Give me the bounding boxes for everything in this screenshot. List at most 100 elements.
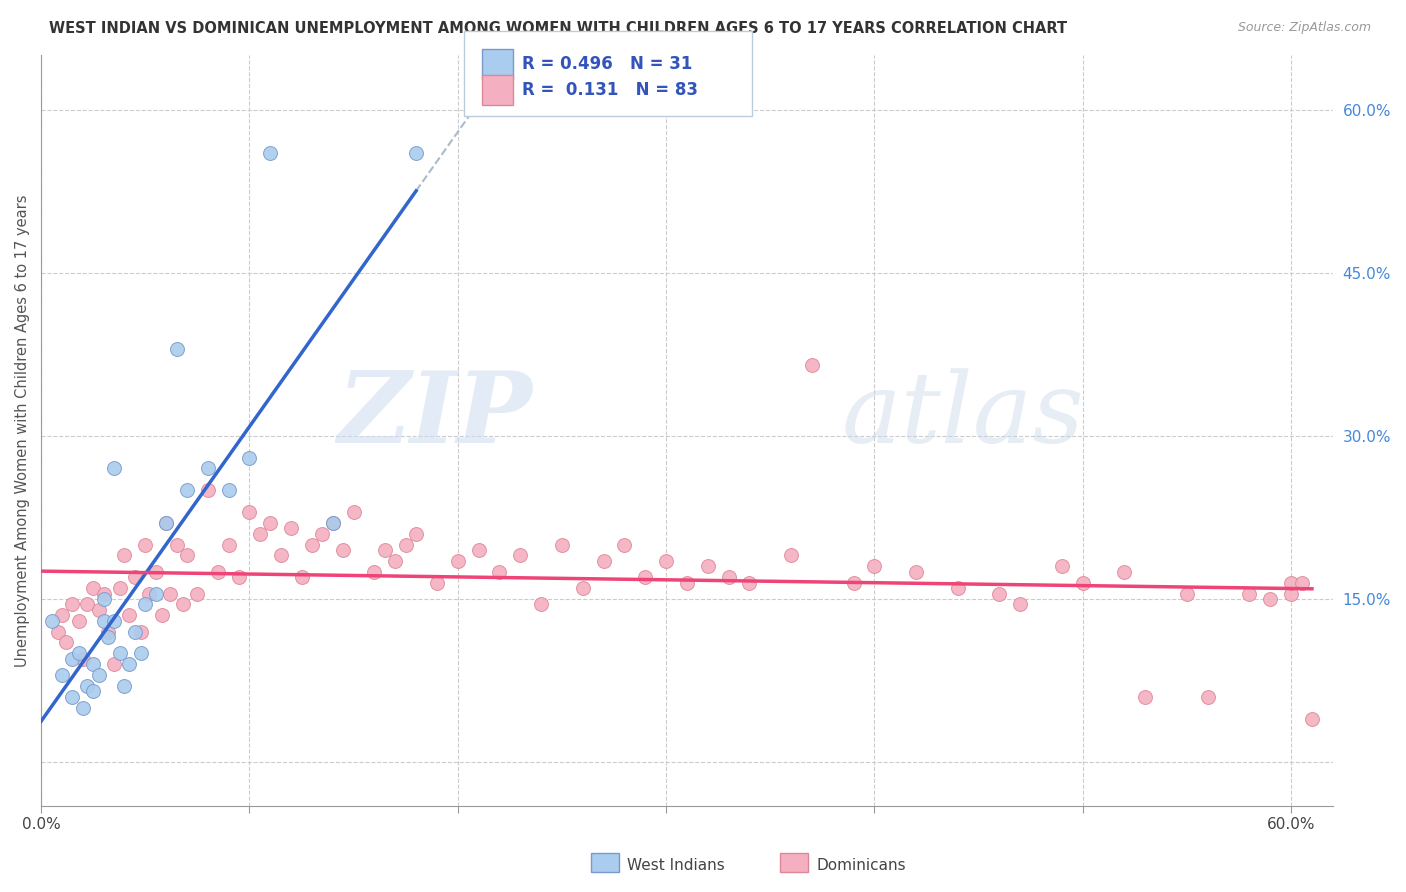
Point (103, 657, 125, 672)
Point (186, 586, 208, 600)
Text: West Indians: West Indians (627, 858, 725, 872)
Point (780, 549, 803, 563)
Point (110, 581, 132, 595)
Point (82, 581, 104, 595)
Point (800, 358, 823, 372)
Point (270, 549, 292, 563)
Text: atlas: atlas (842, 368, 1084, 463)
Point (1258, 591, 1281, 606)
Point (1279, 586, 1302, 600)
Point (93, 586, 115, 600)
Point (82, 657, 104, 672)
Point (89, 668, 111, 682)
Point (259, 516, 281, 530)
Point (571, 581, 593, 595)
Point (114, 679, 136, 693)
Point (509, 549, 531, 563)
Point (76, 598, 98, 612)
Point (197, 483, 219, 498)
Point (290, 570, 312, 584)
Point (738, 575, 761, 590)
Point (97, 624, 120, 639)
Point (93, 591, 115, 606)
Point (172, 598, 194, 612)
Point (1050, 559, 1073, 574)
Point (426, 575, 449, 590)
Point (322, 516, 344, 530)
Point (613, 538, 636, 552)
Point (905, 565, 928, 579)
Point (159, 586, 181, 600)
Point (530, 598, 553, 612)
Point (238, 450, 260, 465)
Point (1279, 575, 1302, 590)
Point (129, 646, 152, 660)
Point (1010, 598, 1032, 612)
Point (145, 586, 167, 600)
Point (134, 598, 156, 612)
Text: Dominicans: Dominicans (817, 858, 907, 872)
Point (218, 538, 240, 552)
Point (41, 614, 63, 628)
Point (97, 630, 120, 644)
Point (343, 505, 366, 519)
Point (82, 684, 104, 698)
Point (176, 483, 198, 498)
Point (145, 565, 167, 579)
Point (93, 614, 115, 628)
Point (1301, 712, 1323, 726)
Point (129, 624, 152, 639)
Point (384, 554, 406, 568)
Point (332, 543, 354, 558)
Point (301, 538, 323, 552)
Point (1071, 575, 1094, 590)
Point (51, 668, 73, 682)
Point (60, 652, 83, 666)
Point (67, 614, 90, 628)
Point (405, 146, 427, 161)
Point (114, 549, 136, 563)
Point (124, 570, 146, 584)
Point (717, 570, 740, 584)
Text: R = 0.496   N = 31: R = 0.496 N = 31 (522, 55, 692, 73)
Point (138, 586, 160, 600)
Point (51, 608, 73, 623)
Point (238, 505, 260, 519)
Point (988, 586, 1011, 600)
Point (655, 554, 678, 568)
Point (1114, 565, 1136, 579)
Point (89, 603, 111, 617)
Point (259, 146, 281, 161)
Point (405, 526, 427, 541)
Point (60, 598, 83, 612)
Point (166, 538, 188, 552)
Point (249, 526, 271, 541)
Point (447, 554, 470, 568)
Point (634, 570, 657, 584)
Y-axis label: Unemployment Among Women with Children Ages 6 to 17 years: Unemployment Among Women with Children A… (15, 194, 30, 666)
Point (124, 624, 146, 639)
Point (218, 483, 240, 498)
Point (551, 538, 574, 552)
Point (72, 700, 94, 714)
Point (207, 565, 229, 579)
Point (60, 690, 83, 704)
Point (946, 581, 969, 595)
Point (150, 608, 173, 623)
Point (46, 624, 69, 639)
Point (103, 614, 125, 628)
Text: ZIP: ZIP (337, 368, 531, 464)
Point (374, 543, 396, 558)
Point (110, 646, 132, 660)
Point (103, 461, 125, 475)
Point (1197, 690, 1219, 704)
Point (322, 516, 344, 530)
Point (117, 608, 139, 623)
Point (592, 554, 614, 568)
Point (155, 516, 177, 530)
Point (55, 635, 77, 649)
Point (76, 679, 98, 693)
Point (488, 565, 510, 579)
Point (72, 652, 94, 666)
Point (863, 559, 886, 574)
